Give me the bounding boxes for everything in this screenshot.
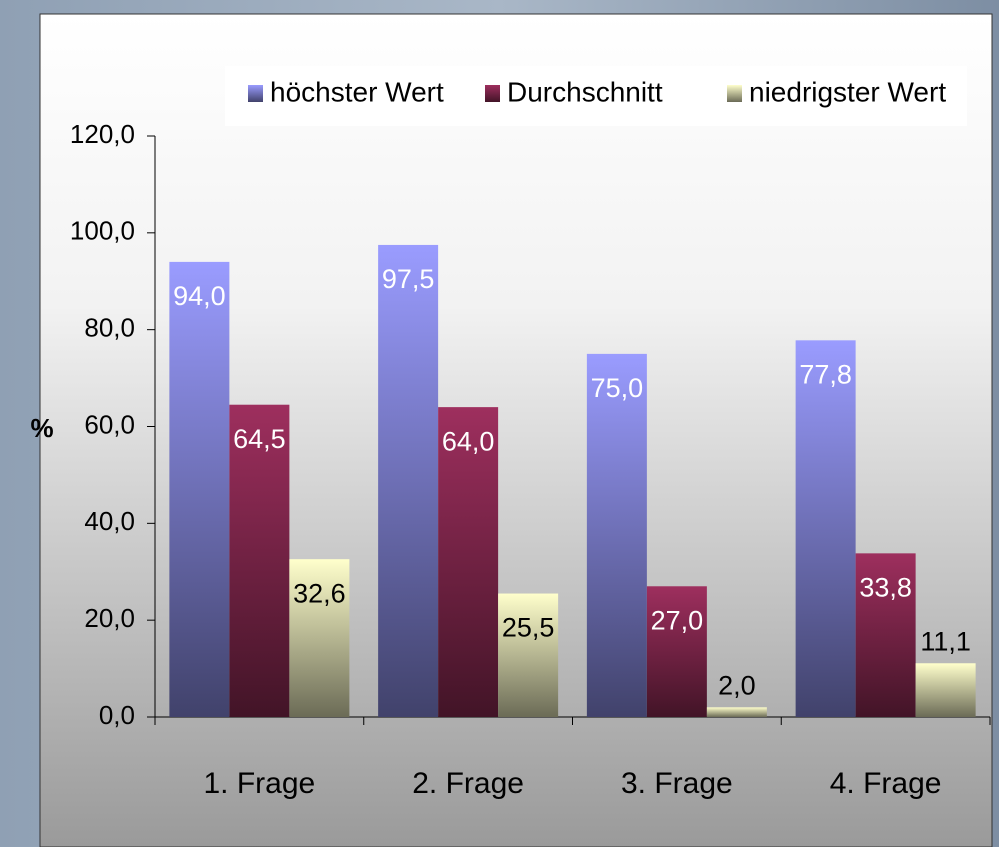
legend-swatch — [727, 85, 742, 102]
legend-label: Durchschnitt — [507, 76, 663, 107]
x-tick-label: 2. Frage — [412, 767, 524, 800]
value-label: 64,5 — [233, 424, 286, 454]
bar — [586, 353, 647, 717]
y-axis-label: % — [30, 413, 53, 443]
x-tick-label: 3. Frage — [621, 767, 733, 800]
y-tick-label: 60,0 — [84, 409, 135, 439]
bar — [915, 663, 976, 717]
y-tick-label: 40,0 — [84, 506, 135, 536]
value-label: 97,5 — [382, 264, 435, 294]
bar — [378, 244, 439, 717]
bar — [855, 553, 916, 717]
legend-swatch — [248, 85, 263, 102]
x-tick-label: 4. Frage — [830, 767, 942, 800]
y-tick-label: 120,0 — [70, 119, 135, 149]
value-label: 75,0 — [591, 373, 644, 403]
x-tick-label: 1. Frage — [204, 767, 316, 800]
value-label: 25,5 — [502, 613, 555, 643]
bar — [646, 586, 707, 717]
value-label: 32,6 — [293, 578, 346, 608]
value-label: 27,0 — [651, 605, 704, 635]
value-label: 2,0 — [718, 670, 756, 700]
value-label: 11,1 — [920, 626, 971, 656]
value-label: 94,0 — [173, 281, 226, 311]
legend-label: höchster Wert — [270, 76, 444, 107]
legend-box — [225, 66, 967, 126]
value-label: 77,8 — [799, 359, 852, 389]
bar — [438, 407, 499, 717]
bar — [498, 593, 559, 717]
legend-swatch — [485, 85, 500, 102]
bar — [706, 707, 767, 717]
legend-label: niedrigster Wert — [749, 76, 946, 107]
bar — [229, 404, 290, 717]
y-tick-label: 0,0 — [99, 700, 135, 730]
y-tick-label: 100,0 — [70, 216, 135, 246]
value-label: 64,0 — [442, 426, 495, 456]
bar — [289, 559, 350, 717]
y-tick-label: 80,0 — [84, 313, 135, 343]
value-label: 33,8 — [859, 572, 912, 602]
bar — [169, 261, 230, 717]
y-tick-label: 20,0 — [84, 603, 135, 633]
bar — [795, 340, 856, 717]
